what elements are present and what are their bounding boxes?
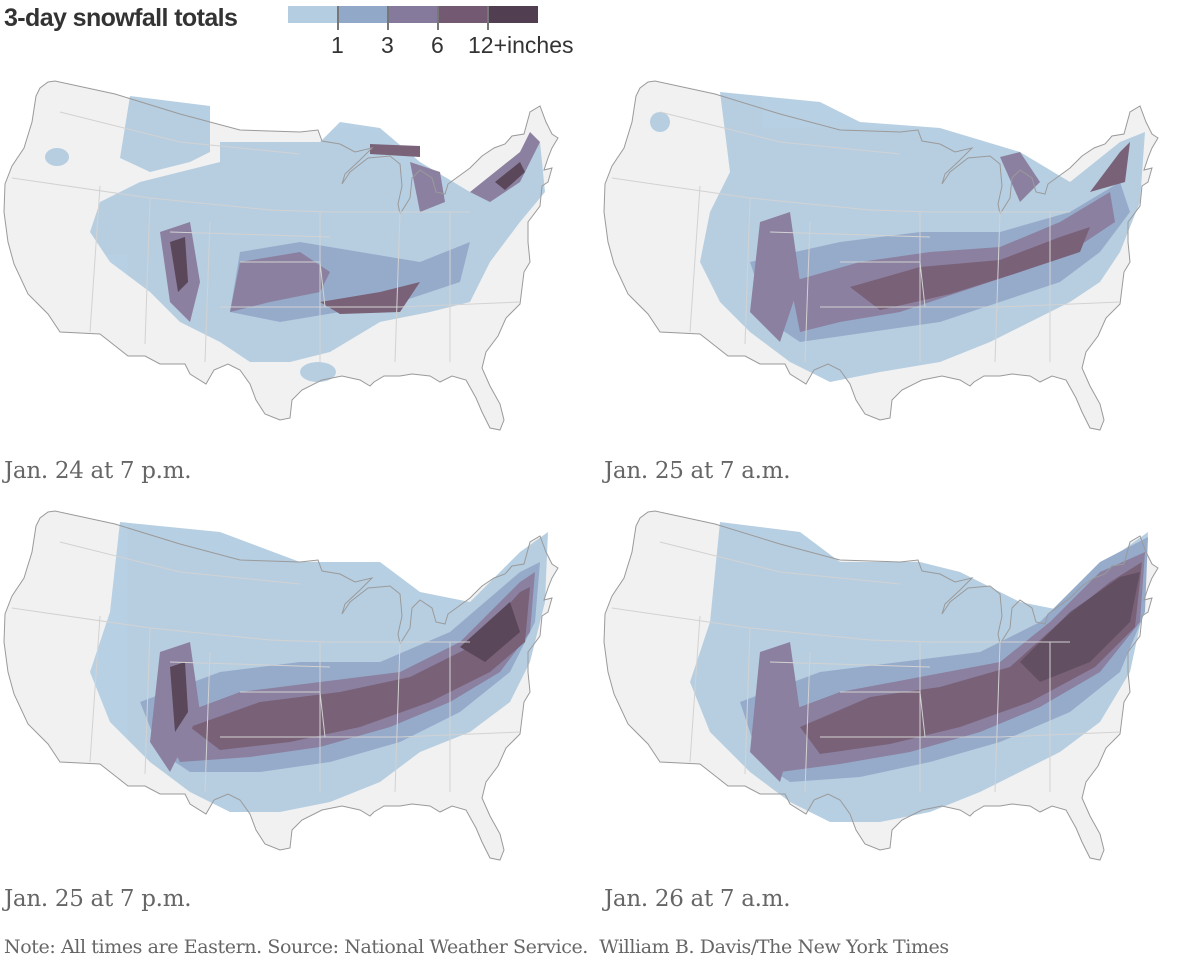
panel-caption: Jan. 25 at 7 p.m. (4, 886, 192, 912)
legend-swatch-12plus (488, 6, 538, 23)
legend-tick (487, 6, 489, 30)
map-panel-jan24-7pm (0, 62, 598, 492)
map-panel-jan25-7pm (0, 492, 598, 922)
legend-label-12plus: 12+inches (468, 32, 574, 58)
legend-tick (437, 6, 439, 30)
chart-title: 3-day snowfall totals (4, 4, 238, 32)
map-panel-jan26-7am (600, 492, 1198, 922)
legend-label-1: 1 (331, 32, 344, 58)
legend-label-3: 3 (381, 32, 394, 58)
us-map (603, 80, 1159, 431)
source-note: Note: All times are Eastern. Source: Nat… (4, 936, 949, 958)
legend-color-bar (288, 6, 539, 23)
legend-swatch-1-3 (338, 6, 388, 23)
us-map (3, 510, 559, 861)
legend-tick (387, 6, 389, 30)
panel-caption: Jan. 24 at 7 p.m. (4, 458, 192, 484)
legend-label-6: 6 (431, 32, 444, 58)
legend-swatch-lt1 (288, 6, 338, 23)
map-panel-jan25-7am (600, 62, 1198, 492)
legend: 1 3 6 12+inches (288, 6, 588, 62)
us-map (3, 80, 559, 431)
panel-caption: Jan. 25 at 7 a.m. (604, 458, 791, 484)
legend-tick (337, 6, 339, 30)
us-map (603, 510, 1159, 861)
legend-swatch-3-6 (388, 6, 438, 23)
panel-caption: Jan. 26 at 7 a.m. (604, 886, 791, 912)
legend-swatch-6-12 (438, 6, 488, 23)
